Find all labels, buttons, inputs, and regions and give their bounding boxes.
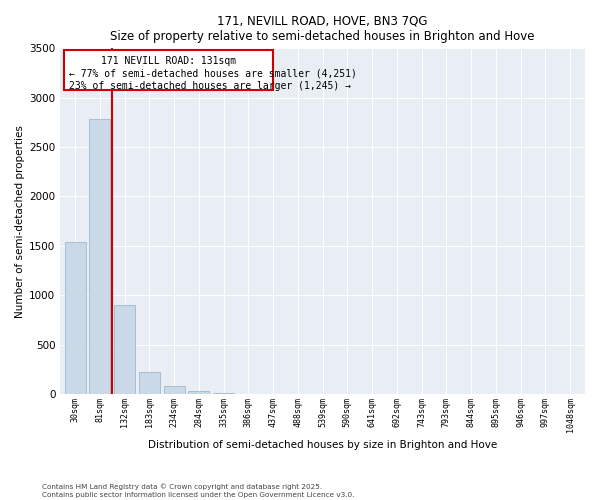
Bar	[213, 393, 234, 394]
Text: ← 77% of semi-detached houses are smaller (4,251): ← 77% of semi-detached houses are smalle…	[69, 68, 357, 78]
Bar	[114, 305, 135, 394]
Y-axis label: Number of semi-detached properties: Number of semi-detached properties	[15, 124, 25, 318]
Bar	[188, 392, 209, 394]
Text: Contains HM Land Registry data © Crown copyright and database right 2025.
Contai: Contains HM Land Registry data © Crown c…	[42, 484, 355, 498]
Text: 23% of semi-detached houses are larger (1,245) →: 23% of semi-detached houses are larger (…	[69, 81, 351, 91]
Bar	[139, 372, 160, 394]
Bar	[89, 120, 110, 394]
Bar	[164, 386, 185, 394]
X-axis label: Distribution of semi-detached houses by size in Brighton and Hove: Distribution of semi-detached houses by …	[148, 440, 497, 450]
Bar	[64, 50, 273, 90]
Title: 171, NEVILL ROAD, HOVE, BN3 7QG
Size of property relative to semi-detached house: 171, NEVILL ROAD, HOVE, BN3 7QG Size of …	[110, 15, 535, 43]
Bar	[65, 242, 86, 394]
Text: 171 NEVILL ROAD: 131sqm: 171 NEVILL ROAD: 131sqm	[101, 56, 236, 66]
